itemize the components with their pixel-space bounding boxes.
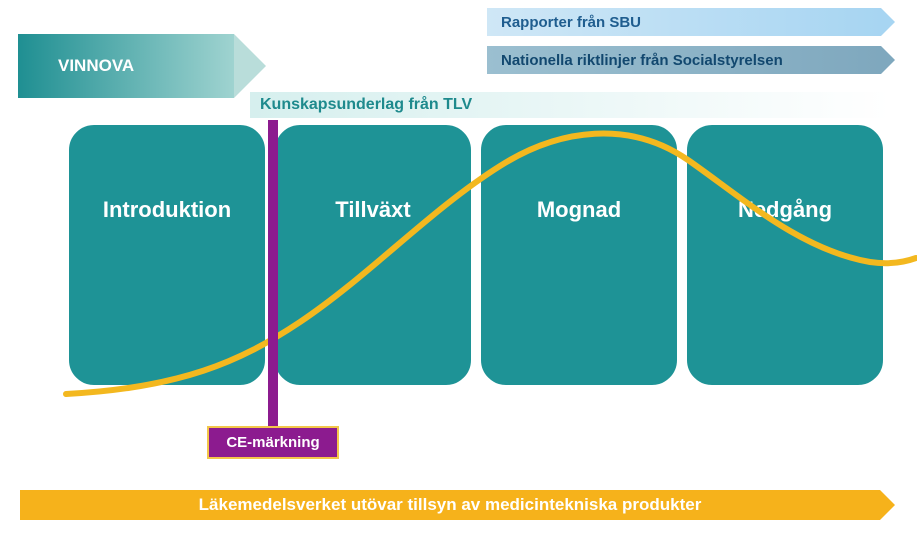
- ce-marking-bar: [268, 120, 278, 426]
- footer-arrow: Läkemedelsverket utövar tillsyn av medic…: [20, 490, 880, 520]
- phase-label: Nedgång: [738, 197, 832, 385]
- phase-row: Introduktion Tillväxt Mognad Nedgång: [68, 124, 884, 386]
- vinnova-arrow: VINNOVA: [18, 34, 234, 98]
- top-arrow-socialstyrelsen: Nationella riktlinjer från Socialstyrels…: [487, 46, 881, 74]
- ce-marking-label-box: CE-märkning: [207, 426, 339, 459]
- top-arrow-socialstyrelsen-label: Nationella riktlinjer från Socialstyrels…: [501, 52, 783, 69]
- ce-marking-label: CE-märkning: [226, 434, 319, 451]
- phase-mognad: Mognad: [480, 124, 678, 386]
- footer-label: Läkemedelsverket utövar tillsyn av medic…: [199, 495, 702, 515]
- top-arrow-sbu: Rapporter från SBU: [487, 8, 881, 36]
- phase-label: Introduktion: [103, 197, 231, 385]
- tlv-label: Kunskapsunderlag från TLV: [260, 96, 472, 114]
- phase-introduktion: Introduktion: [68, 124, 266, 386]
- top-arrow-sbu-label: Rapporter från SBU: [501, 14, 641, 31]
- tlv-bar: Kunskapsunderlag från TLV: [250, 92, 890, 118]
- vinnova-label: VINNOVA: [58, 56, 134, 76]
- phase-tillvaxt: Tillväxt: [274, 124, 472, 386]
- phase-label: Mognad: [537, 197, 621, 385]
- phase-label: Tillväxt: [335, 197, 410, 385]
- phase-nedgang: Nedgång: [686, 124, 884, 386]
